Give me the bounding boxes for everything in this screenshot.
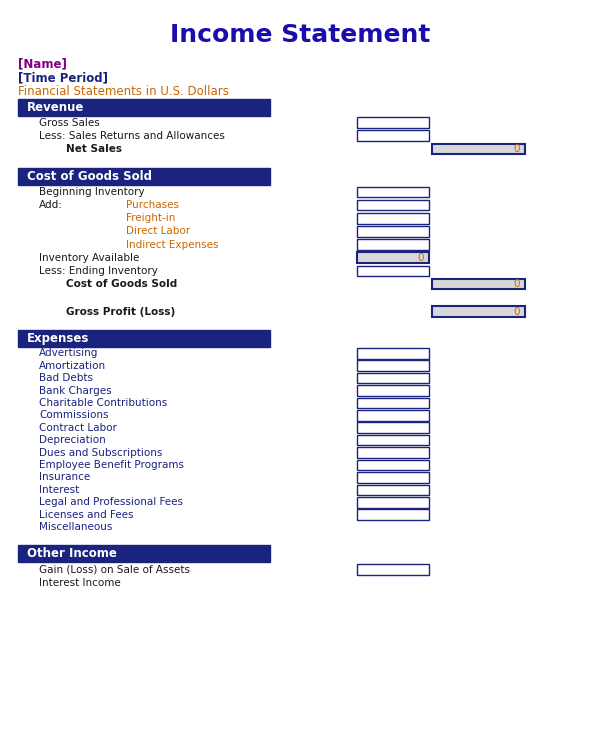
Text: Interest: Interest: [39, 485, 79, 495]
Text: Revenue: Revenue: [27, 101, 85, 114]
Bar: [357, 361, 429, 371]
Bar: [357, 398, 429, 408]
Text: Licenses and Fees: Licenses and Fees: [39, 510, 133, 520]
Bar: [357, 348, 429, 358]
Bar: [357, 239, 429, 250]
Bar: [18, 330, 270, 347]
Text: Legal and Professional Fees: Legal and Professional Fees: [39, 497, 183, 507]
Bar: [357, 385, 429, 396]
Text: Beginning Inventory: Beginning Inventory: [39, 187, 145, 197]
Text: Inventory Available: Inventory Available: [39, 253, 139, 263]
Bar: [18, 168, 270, 185]
Text: [Time Period]: [Time Period]: [18, 72, 108, 85]
Bar: [357, 253, 429, 263]
Text: Gross Profit (Loss): Gross Profit (Loss): [66, 307, 175, 317]
Bar: [357, 472, 429, 483]
Bar: [432, 144, 525, 154]
Text: [Name]: [Name]: [18, 57, 67, 70]
Bar: [357, 266, 429, 276]
Bar: [357, 423, 429, 433]
Text: 0: 0: [514, 144, 520, 154]
Text: Interest Income: Interest Income: [39, 577, 121, 588]
Text: Net Sales: Net Sales: [66, 144, 122, 154]
Bar: [357, 200, 429, 210]
Bar: [357, 131, 429, 141]
Text: Freight-in: Freight-in: [126, 213, 175, 223]
Bar: [357, 213, 429, 223]
Bar: [432, 279, 525, 289]
Text: Advertising: Advertising: [39, 348, 98, 358]
Text: Depreciation: Depreciation: [39, 435, 106, 445]
Text: Employee Benefit Programs: Employee Benefit Programs: [39, 460, 184, 470]
Bar: [357, 187, 429, 197]
Text: Add:: Add:: [39, 200, 63, 210]
Bar: [357, 118, 429, 128]
Text: Less: Ending Inventory: Less: Ending Inventory: [39, 266, 158, 276]
Bar: [357, 410, 429, 420]
Text: Less: Sales Returns and Allowances: Less: Sales Returns and Allowances: [39, 131, 225, 141]
Text: Dues and Subscriptions: Dues and Subscriptions: [39, 447, 163, 458]
Text: Cost of Goods Sold: Cost of Goods Sold: [66, 279, 177, 289]
Bar: [432, 307, 525, 317]
Text: Miscellaneous: Miscellaneous: [39, 522, 112, 532]
Text: Bank Charges: Bank Charges: [39, 385, 112, 396]
Bar: [357, 497, 429, 507]
Bar: [357, 435, 429, 445]
Text: Financial Statements in U.S. Dollars: Financial Statements in U.S. Dollars: [18, 85, 229, 99]
Bar: [18, 99, 270, 116]
Text: Commissions: Commissions: [39, 410, 109, 420]
Text: 0: 0: [418, 253, 424, 263]
Text: Gross Sales: Gross Sales: [39, 118, 100, 128]
Bar: [357, 226, 429, 237]
Bar: [357, 485, 429, 495]
Bar: [357, 564, 429, 575]
Text: Income Statement: Income Statement: [170, 23, 430, 47]
Text: Gain (Loss) on Sale of Assets: Gain (Loss) on Sale of Assets: [39, 564, 190, 575]
Text: Purchases: Purchases: [126, 200, 179, 210]
Bar: [357, 510, 429, 520]
Text: Direct Labor: Direct Labor: [126, 226, 190, 237]
Text: Contract Labor: Contract Labor: [39, 423, 117, 433]
Bar: [357, 460, 429, 470]
Text: 0: 0: [514, 279, 520, 289]
Text: Cost of Goods Sold: Cost of Goods Sold: [27, 170, 152, 183]
Bar: [357, 373, 429, 383]
Text: Bad Debts: Bad Debts: [39, 373, 93, 383]
Bar: [18, 545, 270, 562]
Text: 0: 0: [514, 307, 520, 317]
Text: Amortization: Amortization: [39, 361, 106, 371]
Text: Charitable Contributions: Charitable Contributions: [39, 398, 167, 408]
Text: Expenses: Expenses: [27, 332, 89, 345]
Text: Insurance: Insurance: [39, 472, 90, 483]
Text: Other Income: Other Income: [27, 547, 117, 560]
Text: Indirect Expenses: Indirect Expenses: [126, 239, 218, 250]
Bar: [357, 447, 429, 458]
